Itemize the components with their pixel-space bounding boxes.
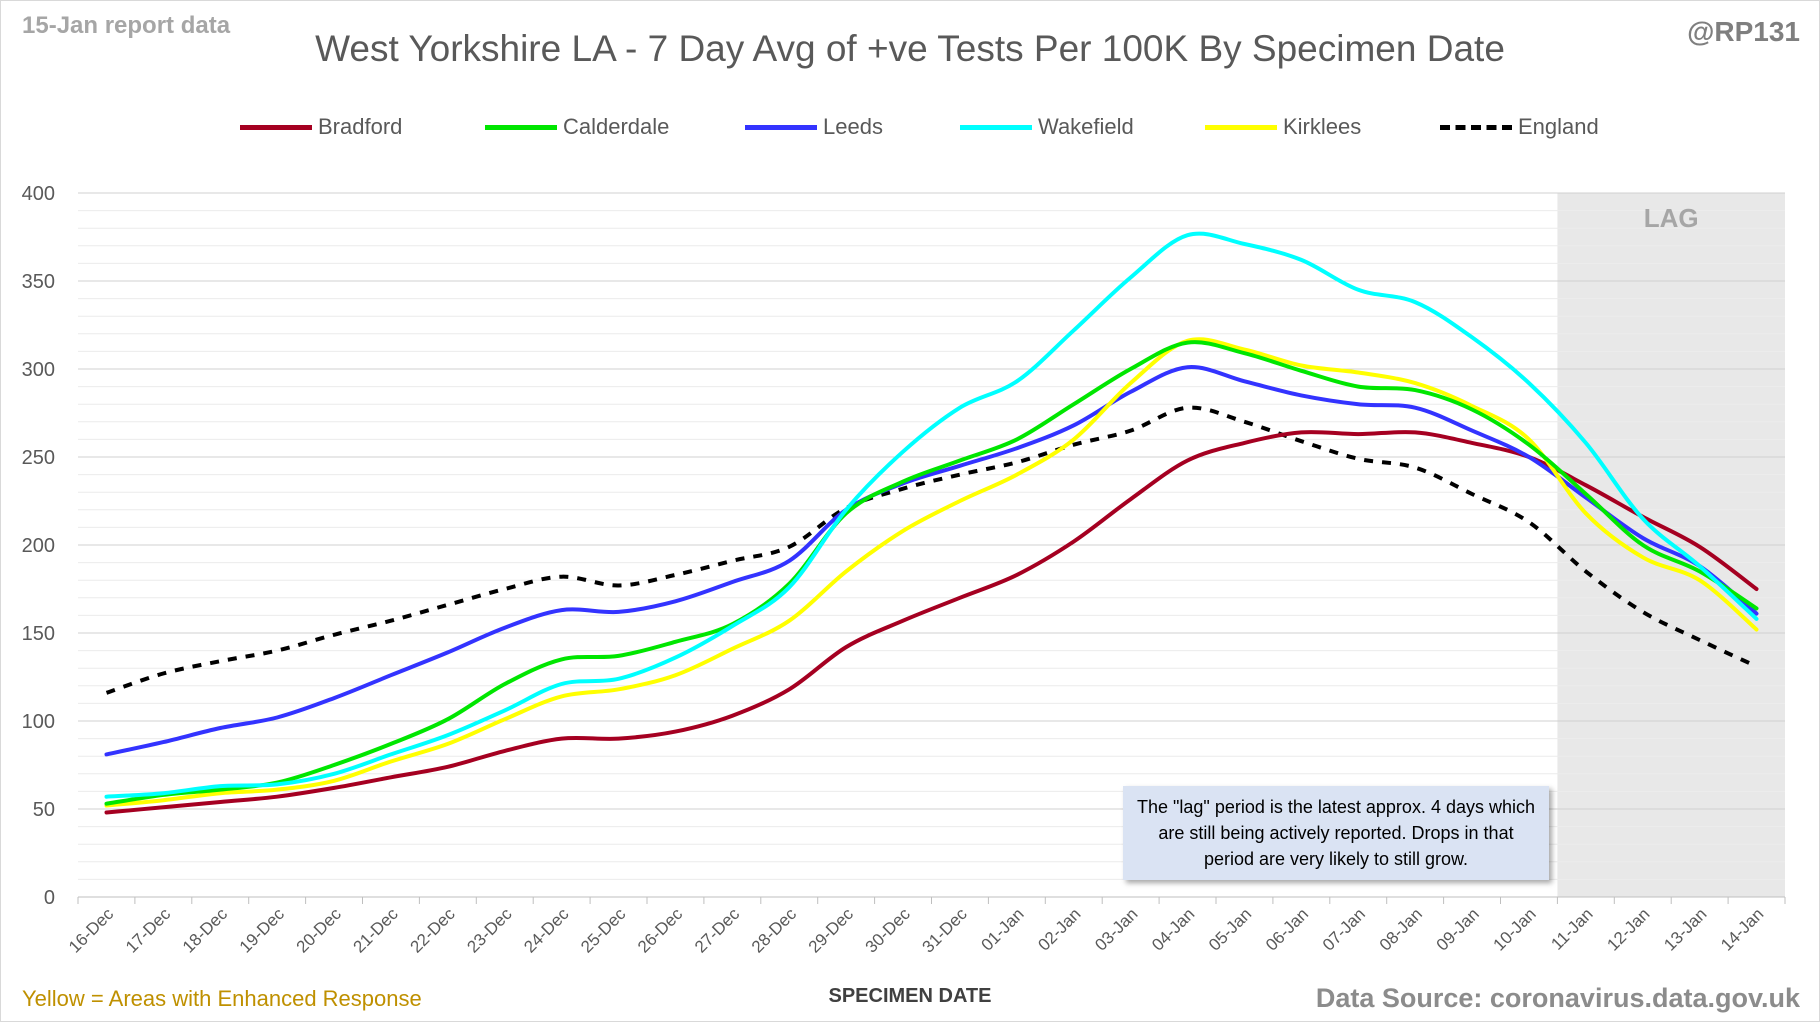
x-tick-label: 01-Jan [977,904,1027,954]
data-source: Data Source: coronavirus.data.gov.uk [1315,983,1800,1013]
y-tick-label: 200 [22,535,55,557]
x-tick-label: 29-Dec [805,904,858,957]
series-line-kirklees [104,337,1759,808]
series-line-wakefield [104,231,1759,799]
chart-title: West Yorkshire LA - 7 Day Avg of +ve Tes… [315,28,1505,69]
x-axis-label: SPECIMEN DATE [828,985,992,1007]
x-tick-label: 11-Jan [1547,904,1596,953]
x-tick-label: 02-Jan [1034,904,1084,954]
lag-label: LAG [1644,203,1699,233]
legend-item-wakefield: Wakefield [960,112,1134,142]
series-line-bradford [104,430,1759,815]
legend-label: Bradford [318,114,403,139]
y-tick-label: 50 [33,799,55,821]
x-tick-label: 26-Dec [634,904,687,957]
x-tick-label: 07-Jan [1319,904,1369,954]
x-tick-label: 27-Dec [691,904,744,957]
legend-item-england: England [1440,112,1599,142]
x-tick-label: 09-Jan [1433,904,1483,954]
y-tick-label: 300 [22,359,55,381]
y-tick-label: 250 [22,447,55,469]
x-tick-label: 22-Dec [406,904,459,957]
x-tick-label: 14-Jan [1717,904,1767,954]
x-tick-label: 13-Jan [1660,904,1710,954]
x-tick-label: 17-Dec [122,904,175,957]
x-tick-label: 20-Dec [293,904,346,957]
x-tick-label: 10-Jan [1490,904,1540,954]
x-tick-label: 12-Jan [1603,904,1653,954]
legend-swatch [960,124,1032,130]
x-tick-label: 04-Jan [1148,904,1198,954]
legend-item-calderdale: Calderdale [485,112,669,142]
legend-swatch [1440,124,1512,130]
x-tick-label: 16-Dec [65,904,118,957]
legend-swatch [240,124,312,130]
legend-item-bradford: Bradford [240,112,402,142]
x-tick-label: 03-Jan [1091,904,1141,954]
legend-label: Leeds [823,114,883,139]
x-tick-label: 18-Dec [179,904,232,957]
lag-note: The "lag" period is the latest approx. 4… [1123,786,1549,880]
legend-swatch [1205,124,1277,130]
y-tick-label: 400 [22,183,55,205]
report-date-label: 15-Jan report data [22,12,231,39]
y-tick-label: 150 [22,623,55,645]
legend-label: Calderdale [563,114,670,139]
x-tick-label: 19-Dec [236,904,289,957]
series-line-england [105,405,1758,695]
x-tick-label: 24-Dec [520,904,573,957]
legend-label: England [1518,114,1599,139]
legend-label: Wakefield [1038,114,1134,139]
x-tick-label: 30-Dec [862,904,915,957]
x-tick-label: 08-Jan [1376,904,1426,954]
x-tick-label: 21-Dec [350,904,403,957]
series-line-leeds [104,365,1759,757]
series-line-calderdale [104,340,1759,806]
legend: Bradford Calderdale Leeds Wakefield Kirklees… [240,112,1660,142]
enhanced-response-note: Yellow = Areas with Enhanced Response [22,986,422,1011]
legend-item-kirklees: Kirklees [1205,112,1361,142]
x-tick-label: 25-Dec [577,904,630,957]
author-handle: @RP131 [1687,16,1800,47]
y-tick-label: 350 [22,271,55,293]
x-tick-label: 05-Jan [1205,904,1255,954]
legend-label: Kirklees [1283,114,1362,139]
y-tick-label: 100 [22,711,55,733]
legend-swatch [485,124,557,130]
y-tick-label: 0 [44,887,55,909]
legend-swatch [745,124,817,130]
legend-item-leeds: Leeds [745,112,883,142]
x-tick-label: 06-Jan [1262,904,1312,954]
x-tick-label: 28-Dec [748,904,801,957]
x-tick-label: 23-Dec [463,904,516,957]
x-tick-label: 31-Dec [919,904,972,957]
